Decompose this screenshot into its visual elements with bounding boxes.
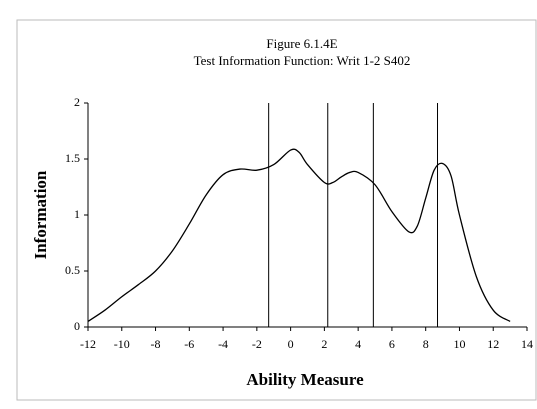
line xyxy=(87,148,511,322)
x-tick-label: 12 xyxy=(487,337,499,351)
x-tick-label: 2 xyxy=(321,337,327,351)
x-tick-label: 10 xyxy=(453,337,465,351)
x-axis-label: Ability Measure xyxy=(246,370,364,389)
x-tick-label: -4 xyxy=(218,337,228,351)
y-tick-label: 1 xyxy=(74,207,80,221)
chart-title: Figure 6.1.4E xyxy=(266,36,337,51)
x-tick-label: 0 xyxy=(288,337,294,351)
y-tick-label: 0.5 xyxy=(65,263,80,277)
x-tick-label: 4 xyxy=(355,337,361,351)
x-tick-label: -8 xyxy=(151,337,161,351)
y-tick-label: 2 xyxy=(74,95,80,109)
x-tick-label: 6 xyxy=(389,337,395,351)
frame xyxy=(16,19,537,401)
x-tick-label: -6 xyxy=(184,337,194,351)
x-tick-label: 14 xyxy=(521,337,533,351)
y-tick-label: 1.5 xyxy=(65,151,80,165)
x-tick-label: 8 xyxy=(423,337,429,351)
chart-subtitle: Test Information Function: Writ 1-2 S402 xyxy=(194,53,411,68)
x-tick-label: -2 xyxy=(252,337,262,351)
x-tick-label: -12 xyxy=(80,337,96,351)
x-tick-label: -10 xyxy=(114,337,130,351)
y-tick-label: 0 xyxy=(74,319,80,333)
y-axis-label: Information xyxy=(31,170,50,259)
